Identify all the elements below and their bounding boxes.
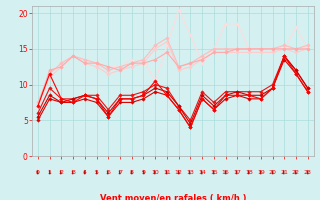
Text: ⬋: ⬋ (211, 169, 217, 176)
Text: ⬋: ⬋ (58, 169, 65, 176)
Text: ⬋: ⬋ (246, 169, 252, 176)
Text: ⬋: ⬋ (128, 169, 135, 176)
Text: ⬋: ⬋ (152, 169, 159, 176)
Text: ⬋: ⬋ (269, 169, 276, 176)
Text: ⬋: ⬋ (222, 169, 229, 176)
Text: ⬋: ⬋ (187, 169, 194, 176)
Text: ⬋: ⬋ (175, 169, 182, 176)
Text: ⬋: ⬋ (140, 169, 147, 176)
Text: ⬋: ⬋ (199, 169, 205, 176)
Text: ⬋: ⬋ (105, 169, 112, 176)
Text: ⬋: ⬋ (164, 169, 170, 176)
Text: ⬋: ⬋ (234, 169, 241, 176)
Text: ⬋: ⬋ (81, 169, 88, 176)
Text: ⬋: ⬋ (70, 169, 76, 176)
Text: ⬋: ⬋ (304, 169, 311, 176)
Text: ⬋: ⬋ (116, 169, 124, 176)
Text: ⬋: ⬋ (292, 169, 300, 176)
Text: ⬋: ⬋ (281, 169, 288, 176)
X-axis label: Vent moyen/en rafales ( km/h ): Vent moyen/en rafales ( km/h ) (100, 194, 246, 200)
Text: ⬋: ⬋ (46, 169, 53, 176)
Text: ⬋: ⬋ (35, 169, 41, 176)
Text: ⬋: ⬋ (257, 169, 264, 176)
Text: ⬋: ⬋ (93, 169, 100, 176)
